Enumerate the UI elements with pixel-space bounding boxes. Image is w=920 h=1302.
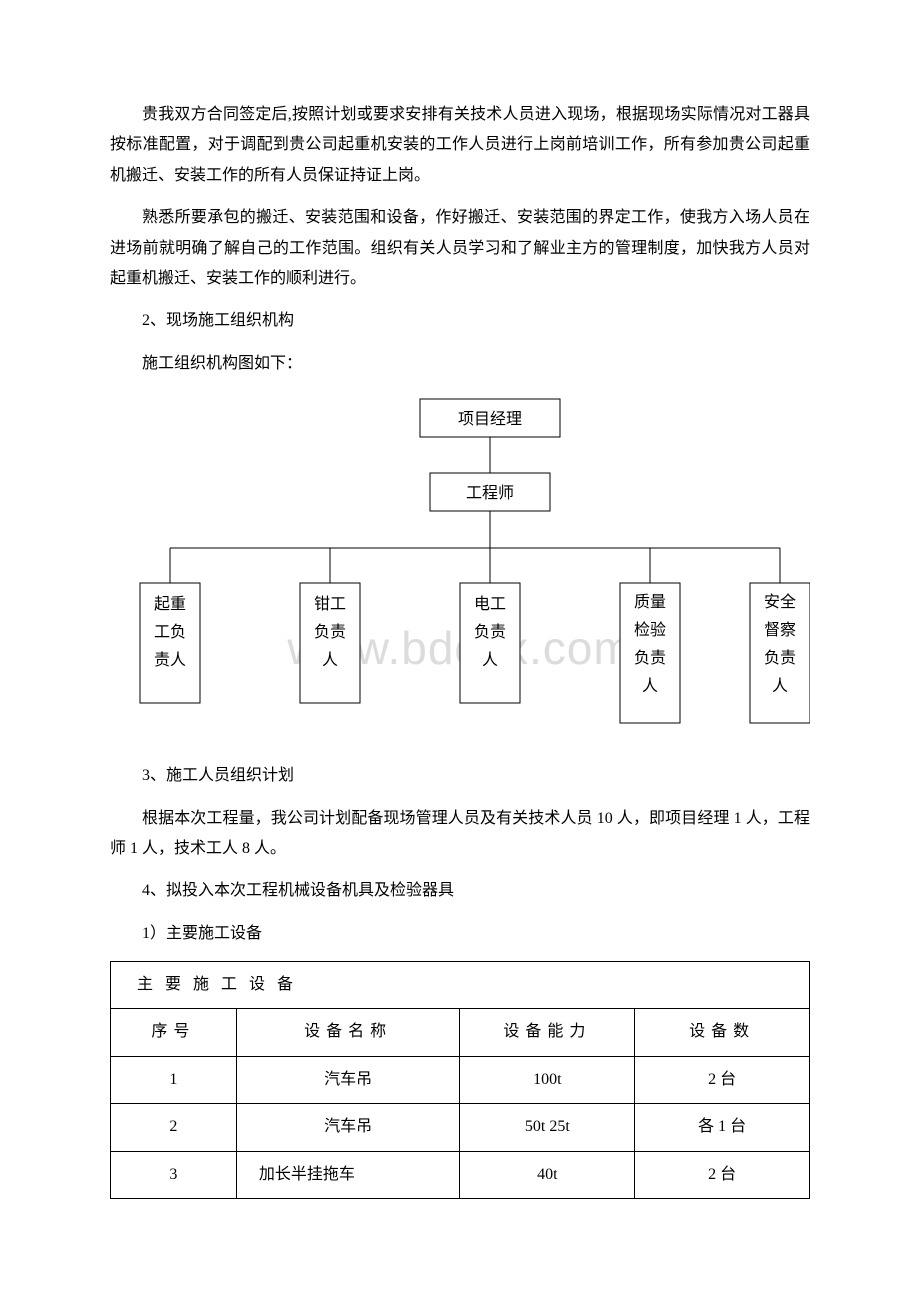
page-content: 贵我双方合同签定后,按照计划或要求安排有关技术人员进入现场，根据现场实际情况对工… bbox=[110, 100, 810, 1199]
org-node4-l3: 负责 bbox=[634, 649, 666, 667]
org-node3-l1: 电工 bbox=[474, 595, 506, 613]
paragraph-4: 施工组织机构图如下： bbox=[110, 349, 810, 379]
cell-qty: 各 1 台 bbox=[635, 1104, 810, 1151]
cell-qty: 2 台 bbox=[635, 1056, 810, 1103]
cell-name: 加长半挂拖车 bbox=[236, 1151, 460, 1198]
cell-cap: 100t bbox=[460, 1056, 635, 1103]
col-qty: 设备数 bbox=[635, 1009, 810, 1056]
org-node1-l2: 工负 bbox=[154, 623, 186, 641]
cell-cap: 40t bbox=[460, 1151, 635, 1198]
org-node4-l4: 人 bbox=[642, 677, 658, 695]
cell-no: 1 bbox=[111, 1056, 237, 1103]
paragraph-2: 熟悉所要承包的搬迁、安装范围和设备，作好搬迁、安装范围的界定工作，使我方入场人员… bbox=[110, 203, 810, 294]
org-mid-label: 工程师 bbox=[466, 484, 514, 502]
table-row: 2 汽车吊 50t 25t 各 1 台 bbox=[111, 1104, 810, 1151]
org-node4-l1: 质量 bbox=[634, 593, 666, 611]
org-node5-l4: 人 bbox=[772, 677, 788, 695]
table-row: 3 加长半挂拖车 40t 2 台 bbox=[111, 1151, 810, 1198]
col-name: 设备名称 bbox=[236, 1009, 460, 1056]
cell-name: 汽车吊 bbox=[236, 1056, 460, 1103]
col-cap: 设备能力 bbox=[460, 1009, 635, 1056]
org-node2-l2: 负责 bbox=[314, 623, 346, 641]
org-node1-l3: 责人 bbox=[154, 651, 186, 669]
col-no: 序号 bbox=[111, 1009, 237, 1056]
table-title: 主要施工设备 bbox=[111, 962, 810, 1009]
table-header-row: 序号 设备名称 设备能力 设备数 bbox=[111, 1009, 810, 1056]
heading-3: 3、施工人员组织计划 bbox=[110, 761, 810, 791]
table-title-row: 主要施工设备 bbox=[111, 962, 810, 1009]
org-node2-l1: 钳工 bbox=[314, 595, 346, 613]
equipment-table: 主要施工设备 序号 设备名称 设备能力 设备数 1 汽车吊 100t 2 台 2… bbox=[110, 961, 810, 1199]
org-top-label: 项目经理 bbox=[458, 410, 522, 428]
org-node3-l2: 负责 bbox=[474, 623, 506, 641]
org-node3-l3: 人 bbox=[482, 651, 498, 669]
paragraph-1: 贵我双方合同签定后,按照计划或要求安排有关技术人员进入现场，根据现场实际情况对工… bbox=[110, 100, 810, 191]
cell-cap: 50t 25t bbox=[460, 1104, 635, 1151]
cell-no: 3 bbox=[111, 1151, 237, 1198]
org-node5-l3: 负责 bbox=[764, 649, 796, 667]
org-node1-l1: 起重 bbox=[154, 595, 186, 613]
heading-4: 4、拟投入本次工程机械设备机具及检验器具 bbox=[110, 876, 810, 906]
cell-qty: 2 台 bbox=[635, 1151, 810, 1198]
cell-name: 汽车吊 bbox=[236, 1104, 460, 1151]
heading-2: 2、现场施工组织机构 bbox=[110, 306, 810, 336]
org-node2-l3: 人 bbox=[322, 651, 338, 669]
paragraph-8: 1）主要施工设备 bbox=[110, 919, 810, 949]
org-node5-l2: 督察 bbox=[764, 621, 796, 639]
table-row: 1 汽车吊 100t 2 台 bbox=[111, 1056, 810, 1103]
org-node5-l1: 安全 bbox=[764, 593, 796, 611]
org-node4-l2: 检验 bbox=[634, 621, 666, 639]
paragraph-6: 根据本次工程量，我公司计划配备现场管理人员及有关技术人员 10 人，即项目经理 … bbox=[110, 804, 810, 865]
cell-no: 2 bbox=[111, 1104, 237, 1151]
org-chart: 项目经理 工程师 起重 工负 责人 钳工 负责 人 电工 负责 人 质量 bbox=[110, 393, 810, 743]
